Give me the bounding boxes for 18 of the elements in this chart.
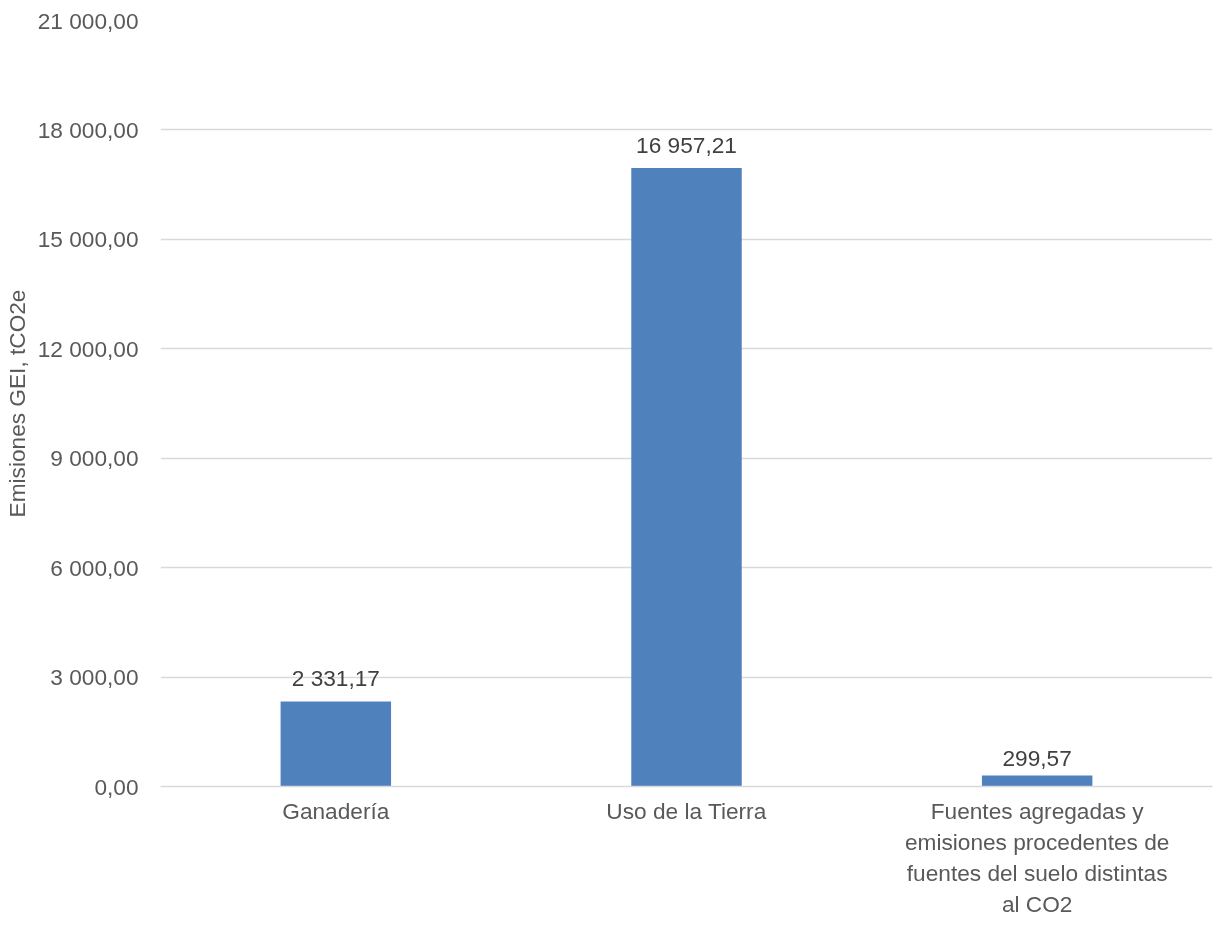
y-tick-label: 12 000,00: [37, 335, 139, 362]
data-label: 16 957,21: [636, 131, 737, 158]
y-tick-label: 15 000,00: [37, 226, 139, 253]
bar: [631, 167, 742, 787]
y-tick-label: 9 000,00: [50, 445, 139, 472]
bar: [280, 701, 392, 787]
y-tick-label: 0,00: [94, 773, 139, 800]
y-tick-label: 3 000,00: [50, 664, 139, 691]
data-label: 2 331,17: [291, 665, 380, 692]
x-tick-label: Ganadería: [282, 797, 390, 824]
y-tick-label: 21 000,00: [37, 7, 139, 34]
x-tick-label: Uso de la Tierra: [606, 797, 767, 824]
y-axis-title: Emisiones GEI, tCO2e: [3, 289, 30, 518]
data-label: 299,57: [1002, 744, 1072, 771]
y-tick-label: 6 000,00: [50, 554, 139, 581]
y-tick-label: 18 000,00: [37, 116, 139, 143]
x-tick-label: Fuentes agregadas y emisiones procedentes de fuentes del suelo distintas al CO2: [904, 797, 1170, 918]
bar: [981, 775, 1093, 787]
